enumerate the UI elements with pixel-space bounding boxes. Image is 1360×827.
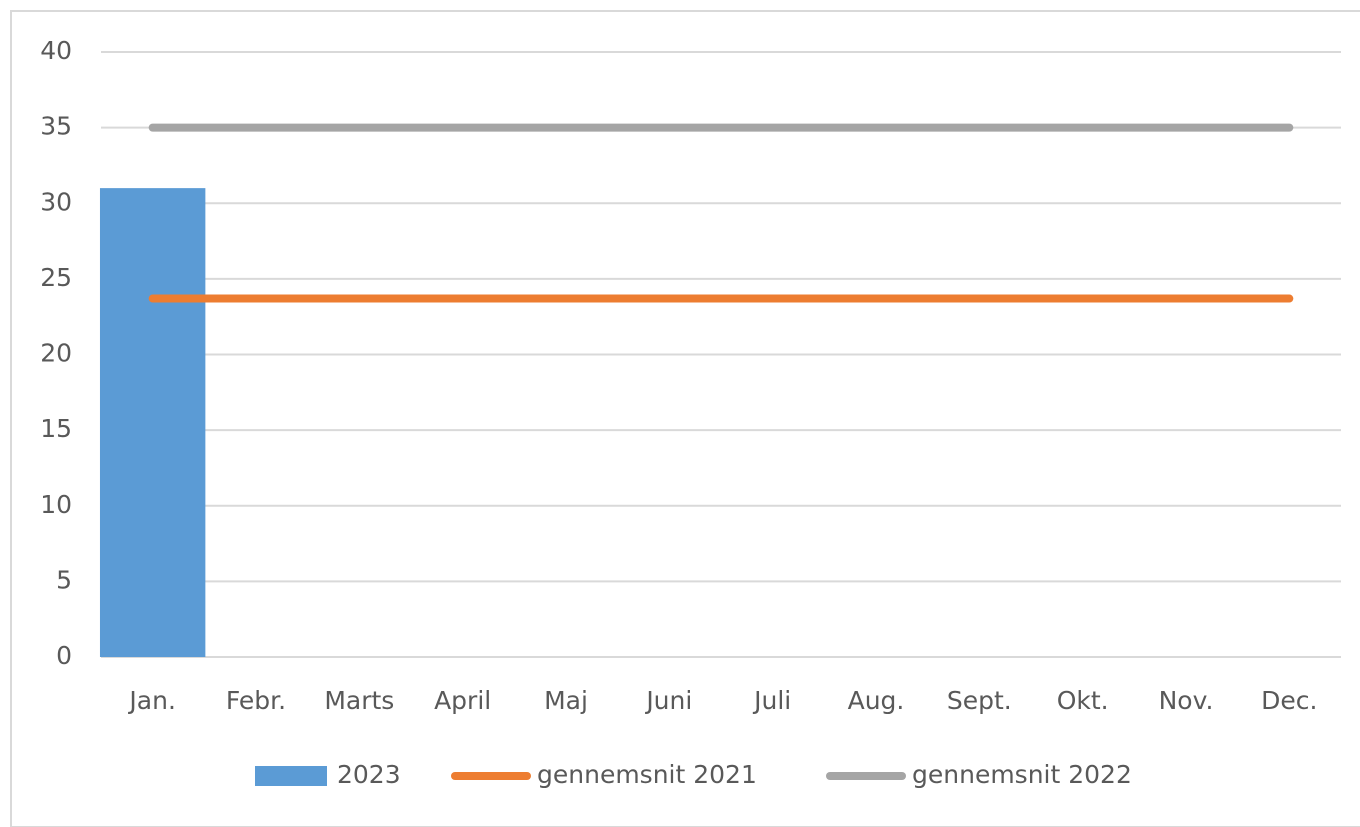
x-tick-label: Sept. (947, 686, 1012, 715)
x-tick-label: Jan. (127, 686, 175, 715)
y-tick-label: 40 (40, 36, 72, 65)
bar (99, 188, 206, 657)
x-tick-label: Juni (644, 686, 692, 715)
x-tick-label: Marts (324, 686, 394, 715)
legend-label: gennemsnit 2022 (912, 760, 1132, 789)
x-tick-label: Maj (544, 686, 588, 715)
y-tick-label: 20 (40, 339, 72, 368)
y-tick-label: 0 (56, 641, 72, 670)
x-tick-label: Dec. (1261, 686, 1317, 715)
legend-label: gennemsnit 2021 (537, 760, 757, 789)
x-tick-label: April (434, 686, 491, 715)
x-tick-label: Aug. (848, 686, 905, 715)
legend-label: 2023 (337, 760, 401, 789)
x-tick-label: Febr. (226, 686, 286, 715)
x-tick-label: Okt. (1057, 686, 1109, 715)
x-tick-label: Nov. (1159, 686, 1214, 715)
x-tick-label: Juli (752, 686, 791, 715)
y-tick-label: 5 (56, 565, 72, 594)
y-tick-label: 10 (40, 490, 72, 519)
legend-swatch (255, 766, 327, 786)
y-tick-label: 25 (40, 263, 72, 292)
y-tick-label: 15 (40, 414, 72, 443)
y-tick-label: 30 (40, 187, 72, 216)
chart-border (10, 10, 1360, 827)
y-tick-label: 35 (40, 112, 72, 141)
